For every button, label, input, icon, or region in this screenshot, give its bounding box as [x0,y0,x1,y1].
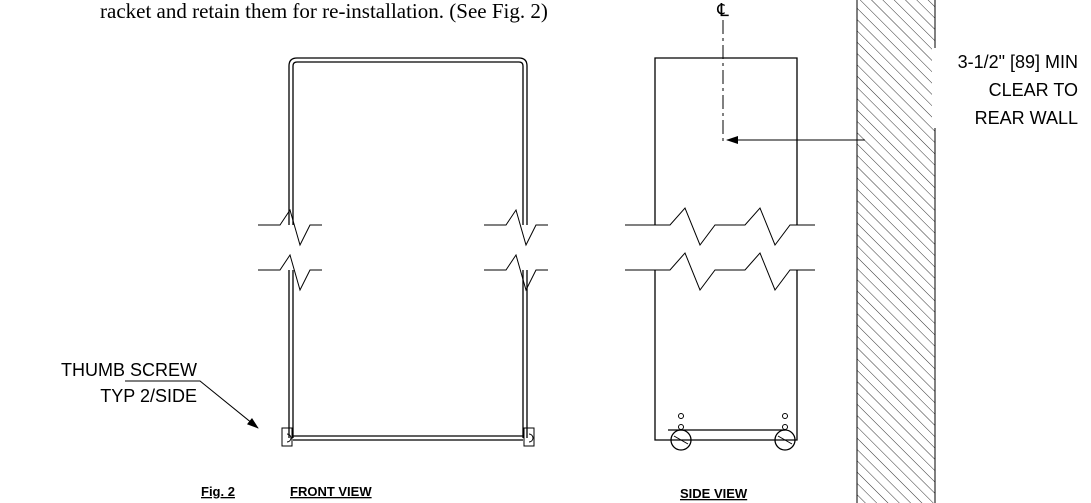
callout-line: THUMB SCREW [61,360,197,380]
caption: Fig. 2 [201,484,235,499]
caption: SIDE VIEW [680,486,748,501]
rear-wall [857,0,935,503]
front-view [258,57,548,447]
dimension-line: CLEAR TO [989,80,1078,100]
caption: FRONT VIEW [290,484,372,499]
centerline-symbol: ℄ [716,0,729,20]
dimension-line: 3-1/2" [89] MIN [958,52,1078,72]
callout-line: TYP 2/SIDE [100,386,197,406]
dimension-line: REAR WALL [975,108,1078,128]
side-view: ℄ [625,0,865,451]
top-text: racket and retain them for re-installati… [100,0,548,23]
